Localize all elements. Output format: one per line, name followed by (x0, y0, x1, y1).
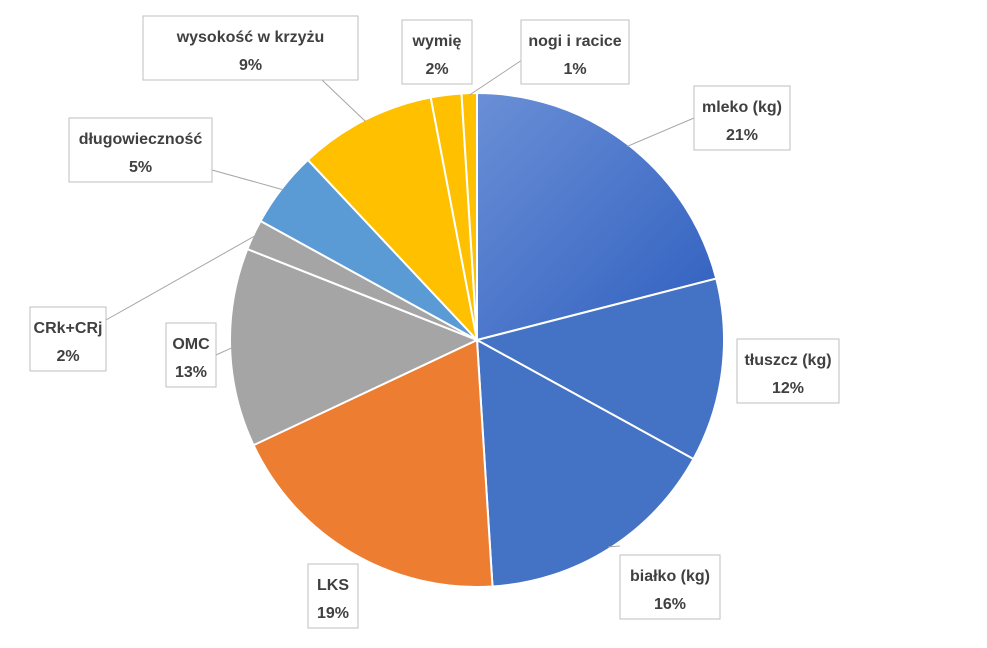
label-box (142, 15, 359, 81)
pie-slice-omc (229, 247, 480, 447)
slice-category-label: nogi i racice (528, 33, 621, 50)
slice-value-label: 2% (56, 348, 79, 365)
data-label-mleko-kg: mleko (kg) 21% (693, 85, 791, 151)
slice-value-label: 9% (239, 57, 262, 74)
label-box (520, 19, 630, 85)
slice-category-label: białko (kg) (630, 568, 710, 585)
data-label-lks: LKS 19% (307, 563, 359, 629)
data-label-crk-crj: CRk+CRj 2% (29, 306, 107, 372)
pie-slice-lks (252, 338, 494, 588)
leader-line-crk-crj (105, 235, 256, 321)
slice-category-label: tłuszcz (kg) (744, 352, 831, 369)
slice-value-label: 19% (317, 605, 349, 622)
label-box (165, 322, 217, 388)
leader-line-dlugowiecznosc (211, 169, 284, 191)
leader-line-wysokosc-w-krzyzu (321, 79, 367, 123)
label-box (401, 19, 473, 85)
pie-slice-tluszcz-kg (474, 277, 725, 461)
data-label-wymie: wymię 2% (401, 19, 473, 85)
label-box (29, 306, 107, 372)
leader-lines (105, 59, 695, 548)
data-label-nogi-i-racice: nogi i racice 1% (520, 19, 630, 85)
data-label-dlugowiecznosc: długowieczność 5% (68, 117, 213, 183)
pie-slices (229, 91, 725, 588)
data-label-tluszcz-kg: tłuszcz (kg) 12% (736, 338, 840, 404)
data-label-bialko-kg: białko (kg) 16% (619, 554, 721, 620)
slice-category-label: mleko (kg) (702, 99, 782, 116)
data-label-omc: OMC 13% (165, 322, 217, 388)
slice-value-label: 5% (129, 159, 152, 176)
label-box (307, 563, 359, 629)
label-box (736, 338, 840, 404)
leader-line-nogi-i-racice (469, 59, 523, 96)
pie-slice-wysokosc-w-krzyzu (306, 96, 479, 344)
leader-line-omc (215, 347, 233, 356)
slice-category-label: wysokość w krzyżu (176, 29, 325, 46)
label-box (619, 554, 721, 620)
leader-line-bialko-kg (608, 545, 621, 548)
slice-value-label: 16% (654, 596, 686, 613)
slice-value-label: 2% (425, 61, 448, 78)
pie-slice-nogi-i-racice (460, 91, 478, 341)
pie-slice-mleko-kg (476, 91, 718, 342)
slice-category-label: wymię (412, 33, 462, 50)
slice-category-label: LKS (317, 577, 349, 594)
data-labels: mleko (kg) 21% tłuszcz (kg) 12% białko (kg) 1… (29, 15, 840, 629)
leader-line-mleko-kg (626, 117, 695, 147)
slice-category-label: długowieczność (79, 131, 203, 148)
slice-value-label: 21% (726, 127, 758, 144)
slice-value-label: 13% (175, 364, 207, 381)
pie-slice-bialko-kg (475, 338, 695, 588)
slice-category-label: OMC (172, 336, 210, 353)
slice-category-label: CRk+CRj (34, 320, 103, 337)
label-box (68, 117, 213, 183)
label-box (693, 85, 791, 151)
data-label-wysokosc-w-krzyzu: wysokość w krzyżu 9% (142, 15, 359, 81)
slice-value-label: 1% (563, 61, 586, 78)
slice-value-label: 12% (772, 380, 804, 397)
